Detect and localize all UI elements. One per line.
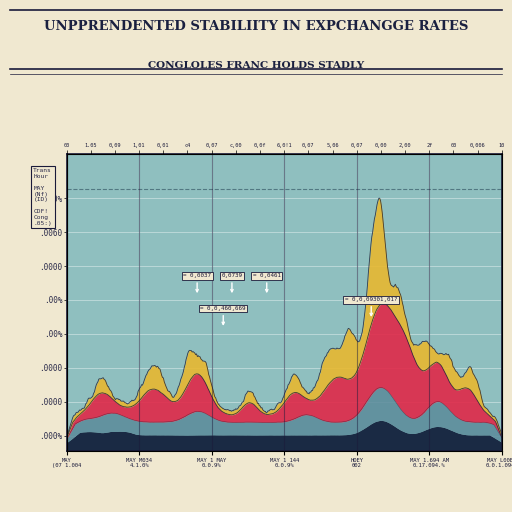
Text: = 0,0461: = 0,0461 bbox=[253, 273, 281, 292]
Text: = 0,0037: = 0,0037 bbox=[183, 273, 211, 292]
Text: = 0,0,09301,01?: = 0,0,09301,01? bbox=[345, 297, 397, 315]
Text: CONGLOLES FRANC HOLDS STADLY: CONGLOLES FRANC HOLDS STADLY bbox=[148, 61, 364, 71]
Text: Trans
Hour

MAY
(Nf)
(ID)

CDF!
Cong
.05:): Trans Hour MAY (Nf) (ID) CDF! Cong .05:) bbox=[33, 168, 52, 226]
Text: = 0,0,460,669: = 0,0,460,669 bbox=[201, 306, 246, 325]
Text: UNPPRENDENTED STABILIITY IN EXPCHANGGE RATES: UNPPRENDENTED STABILIITY IN EXPCHANGGE R… bbox=[44, 20, 468, 33]
Text: 0,0739: 0,0739 bbox=[221, 273, 243, 292]
